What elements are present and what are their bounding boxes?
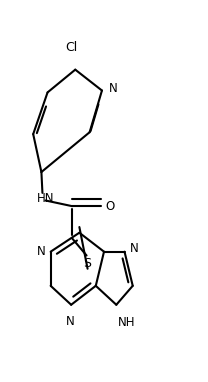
Text: O: O [105, 200, 114, 213]
Text: Cl: Cl [65, 41, 77, 54]
Text: HN: HN [37, 192, 55, 205]
Text: N: N [66, 316, 74, 329]
Text: N: N [130, 242, 138, 255]
Text: N: N [37, 245, 46, 258]
Text: NH: NH [118, 316, 136, 329]
Text: N: N [109, 82, 117, 95]
Text: S: S [84, 257, 92, 270]
